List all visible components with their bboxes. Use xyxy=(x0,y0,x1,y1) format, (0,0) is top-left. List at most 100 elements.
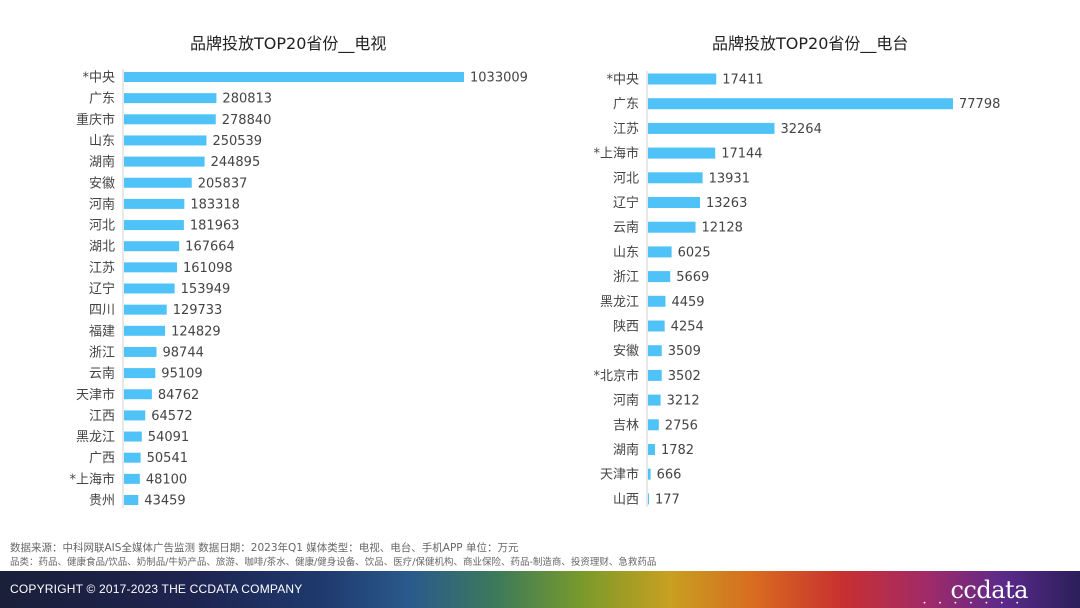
tv-chart-title: 品牌投放TOP20省份__电视 xyxy=(190,34,387,53)
radio-value-label: 2756 xyxy=(665,418,698,433)
tv-category-label: *中央 xyxy=(82,71,115,86)
tv-category-label: *上海市 xyxy=(69,471,115,487)
tv-category-label: 江苏 xyxy=(89,260,115,276)
radio-chart-title: 品牌投放TOP20省份__电台 xyxy=(712,34,909,53)
tv-value-label: 244895 xyxy=(211,155,261,170)
tv-value-label: 181963 xyxy=(190,219,240,234)
radio-value-label: 1782 xyxy=(661,443,694,458)
tv-bar xyxy=(124,389,152,400)
radio-category-label: 天津市 xyxy=(600,467,639,483)
radio-bar xyxy=(648,444,655,455)
tv-bar xyxy=(124,431,142,442)
radio-category-label: 山西 xyxy=(613,492,639,507)
tv-value-label: 280813 xyxy=(222,92,272,107)
tv-value-label: 205837 xyxy=(198,176,248,191)
tv-category-label: 河南 xyxy=(89,196,115,212)
radio-category-label: 吉林 xyxy=(613,418,639,433)
tv-value-label: 153949 xyxy=(181,282,231,297)
tv-category-label: 辽宁 xyxy=(89,281,115,297)
tv-bar xyxy=(124,283,175,294)
footer-bar: COPYRIGHT © 2017-2023 THE CCDATA COMPANY… xyxy=(0,571,1080,608)
radio-value-label: 12128 xyxy=(702,221,743,236)
radio-category-label: 安徽 xyxy=(613,344,639,359)
radio-category-label: 黑龙江 xyxy=(600,295,639,310)
tv-bar xyxy=(124,473,140,484)
radio-value-label: 5669 xyxy=(676,270,709,285)
tv-bar xyxy=(124,325,166,336)
radio-category-label: 河北 xyxy=(613,171,639,186)
radio-value-label: 77798 xyxy=(959,97,1000,112)
radio-value-label: 17411 xyxy=(722,73,763,88)
tv-bar xyxy=(124,241,180,252)
tv-value-label: 250539 xyxy=(212,134,262,149)
radio-value-label: 6025 xyxy=(678,245,711,260)
radio-bar xyxy=(648,221,696,233)
radio-category-label: 山东 xyxy=(613,245,639,260)
radio-value-label: 4459 xyxy=(671,295,704,310)
tv-value-label: 1033009 xyxy=(470,71,528,86)
tv-bar xyxy=(124,262,178,273)
ccdata-logo: ccdata xyxy=(950,576,1028,604)
radio-bar xyxy=(648,246,672,258)
tv-category-label: 福建 xyxy=(89,324,115,339)
radio-bar xyxy=(648,394,661,406)
tv-category-label: 浙江 xyxy=(89,345,115,360)
radio-value-label: 3212 xyxy=(667,394,700,409)
radio-category-label: *北京市 xyxy=(593,368,639,384)
logo-dots: • • • • • • • xyxy=(922,600,1024,607)
tv-bar xyxy=(124,93,217,104)
tv-bar xyxy=(124,114,216,125)
radio-value-label: 3509 xyxy=(668,344,701,359)
tv-category-label: 安徽 xyxy=(89,176,115,191)
radio-category-label: 浙江 xyxy=(613,270,639,285)
radio-bar xyxy=(648,271,671,283)
radio-value-label: 13931 xyxy=(709,171,750,186)
tv-category-label: 湖北 xyxy=(89,240,115,255)
tv-value-label: 98744 xyxy=(163,345,204,360)
radio-bar xyxy=(648,73,717,85)
tv-value-label: 124829 xyxy=(171,324,221,339)
tv-bar xyxy=(124,156,205,167)
radio-bar xyxy=(648,197,700,208)
tv-category-label: 云南 xyxy=(89,366,115,382)
tv-category-label: 山东 xyxy=(89,134,115,149)
tv-category-label: 贵州 xyxy=(89,494,115,509)
radio-value-label: 13263 xyxy=(706,196,747,211)
radio-value-label: 4254 xyxy=(671,320,704,335)
tv-value-label: 95109 xyxy=(161,367,202,382)
radio-bar xyxy=(648,369,662,381)
tv-bar xyxy=(124,72,464,82)
tv-category-label: 重庆市 xyxy=(76,112,115,128)
radio-category-label: *上海市 xyxy=(593,146,639,162)
tv-bar xyxy=(124,198,185,209)
radio-bar xyxy=(648,295,666,307)
radio-category-label: 云南 xyxy=(613,220,639,236)
tv-value-label: 48100 xyxy=(146,472,187,487)
radio-value-label: 17144 xyxy=(721,147,762,162)
radio-category-label: 辽宁 xyxy=(613,195,639,211)
tv-bar xyxy=(124,304,167,315)
radio-bar xyxy=(648,468,651,480)
tv-category-label: 河北 xyxy=(89,219,115,234)
bar-charts: *中央 1033009 广东 280813 重庆市 278840 山东 250539 湖南 244… xyxy=(69,69,1000,509)
tv-bar xyxy=(124,410,146,421)
radio-category-label: 广东 xyxy=(613,97,639,112)
tv-value-label: 54091 xyxy=(148,430,189,445)
radio-category-label: 湖南 xyxy=(613,442,639,458)
radio-category-label: 江苏 xyxy=(613,121,639,137)
source-note: 数据来源：中科网联AIS全媒体广告监测 数据日期：2023年Q1 媒体类型：电视… xyxy=(10,542,519,554)
tv-value-label: 167664 xyxy=(185,240,235,255)
radio-value-label: 32264 xyxy=(780,122,821,137)
radio-bar xyxy=(648,320,665,332)
tv-bar xyxy=(124,177,192,188)
radio-value-label: 3502 xyxy=(668,369,701,384)
radio-value-label: 666 xyxy=(657,468,682,483)
tv-category-label: 天津市 xyxy=(76,387,115,403)
tv-category-label: 黑龙江 xyxy=(76,430,115,445)
radio-bar xyxy=(648,147,716,159)
category-note: 品类：药品、健康食品/饮品、奶制品/牛奶产品、旅游、咖啡/茶水、健康/健身设备、… xyxy=(10,557,657,568)
tv-value-label: 183318 xyxy=(190,197,240,212)
tv-bar xyxy=(124,346,157,357)
tv-bar xyxy=(124,135,207,146)
radio-bar xyxy=(648,419,659,431)
